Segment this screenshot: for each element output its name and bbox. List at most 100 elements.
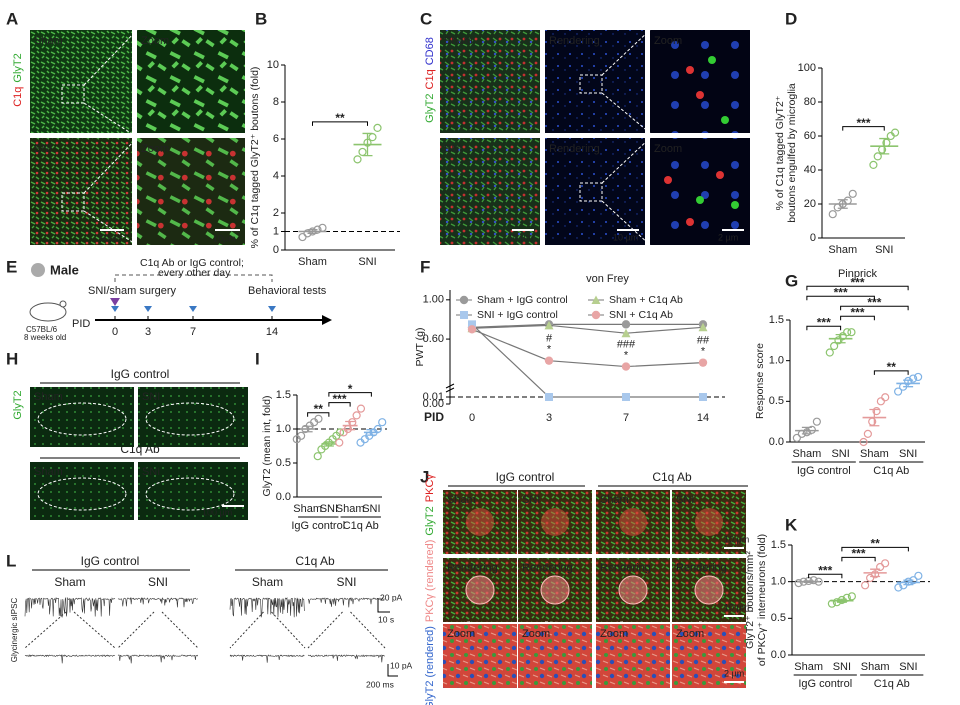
stain-label: C1q bbox=[424, 69, 436, 89]
annotation: * bbox=[547, 344, 552, 356]
y-tick-label: 1.5 bbox=[771, 539, 786, 551]
tile-label: SNI bbox=[676, 494, 694, 506]
zoom-guide bbox=[24, 611, 116, 649]
data-point bbox=[909, 374, 918, 383]
panel-label: D bbox=[785, 9, 797, 28]
scale-bar-label: 2 µm bbox=[724, 668, 744, 678]
image-tile bbox=[650, 138, 750, 245]
x-tick-label: SNI bbox=[320, 503, 338, 515]
image-tile bbox=[545, 30, 645, 133]
condition-label: SNI bbox=[336, 575, 356, 589]
x-axis-label: PID bbox=[424, 410, 444, 424]
significance-bracket bbox=[806, 295, 875, 301]
series-line bbox=[471, 323, 703, 398]
series-line bbox=[471, 323, 703, 328]
data-point bbox=[544, 320, 554, 330]
data-point bbox=[467, 325, 477, 334]
tile-label: Rendering bbox=[549, 143, 600, 155]
error-bar bbox=[837, 199, 848, 209]
image-tile bbox=[443, 624, 517, 688]
data-point bbox=[335, 438, 344, 447]
x-tick-label: 0 bbox=[469, 412, 475, 424]
current-trace bbox=[117, 596, 198, 608]
y-tick-label: 1.5 bbox=[769, 314, 784, 326]
zoom-guide bbox=[698, 621, 747, 625]
annotation: * bbox=[701, 346, 706, 358]
legend-label: SNI + C1q Ab bbox=[609, 309, 673, 321]
error-bar bbox=[870, 568, 881, 578]
data-point bbox=[812, 417, 821, 426]
y-axis-label: % of C1q tagged GlyT2⁺ bbox=[774, 95, 786, 210]
rendered-spot bbox=[721, 116, 729, 124]
zoom-guide bbox=[595, 621, 624, 625]
data-point bbox=[873, 152, 882, 161]
stain-legend: GlyT2 (rendered) PKCγ (rendered) GlyT2 PKCγ bbox=[424, 474, 436, 705]
group-label: IgG control bbox=[798, 678, 852, 690]
data-point bbox=[297, 431, 306, 440]
tile-label: Sham bbox=[444, 35, 473, 47]
data-point bbox=[833, 203, 842, 212]
scale-bar-label: 20 pA bbox=[380, 592, 403, 602]
data-point bbox=[621, 328, 631, 338]
data-point bbox=[335, 428, 345, 437]
tile-label: Sham bbox=[600, 494, 629, 506]
significance-label: *** bbox=[332, 392, 346, 406]
data-point bbox=[914, 372, 923, 382]
x-tick-label: Sham bbox=[293, 503, 322, 515]
image-tile bbox=[672, 624, 746, 688]
data-point bbox=[834, 336, 843, 345]
data-point bbox=[314, 414, 323, 423]
image-tile bbox=[138, 387, 248, 447]
treatment-label: C1q Ab or IgG control; bbox=[140, 257, 244, 269]
error-bar bbox=[323, 441, 334, 447]
y-tick-label: 1.0 bbox=[276, 423, 291, 435]
significance-label: * bbox=[348, 382, 353, 396]
y-axis-label: GlyT2⁺ boutons/mm² bbox=[744, 551, 756, 649]
data-point bbox=[792, 433, 801, 443]
y-tick-label: 1.5 bbox=[276, 389, 291, 401]
tile-label: SNI bbox=[444, 143, 462, 155]
x-tick-label: Sham bbox=[860, 448, 889, 460]
zoom-guide bbox=[307, 611, 386, 649]
scale-bar-label: 200 ms bbox=[366, 679, 394, 689]
cell-outline bbox=[540, 575, 570, 605]
data-point bbox=[838, 332, 847, 341]
x-tick-label: Sham bbox=[861, 661, 890, 673]
x-tick-label: SNI bbox=[899, 661, 917, 673]
y-tick-label: 0 bbox=[273, 244, 279, 256]
injection-marker bbox=[268, 306, 276, 312]
significance-label: ** bbox=[314, 402, 324, 416]
tile-label: Rendering bbox=[549, 35, 600, 47]
axis-label: PID bbox=[72, 318, 90, 330]
group-label: IgG control bbox=[291, 520, 345, 532]
panel-label: J bbox=[420, 467, 429, 486]
image-tile bbox=[440, 30, 540, 133]
cell-outline bbox=[694, 575, 724, 605]
legend-label: Sham + IgG control bbox=[477, 294, 568, 306]
zoom-guide bbox=[601, 137, 651, 184]
x-tick-label: 3 bbox=[546, 412, 552, 424]
y-tick-label: 0.5 bbox=[276, 457, 291, 469]
y-tick-label: 0.0 bbox=[769, 436, 784, 448]
panel-label: A bbox=[6, 9, 18, 28]
rendered-spot bbox=[664, 176, 672, 184]
data-point bbox=[699, 393, 707, 401]
significance-bracket bbox=[328, 392, 372, 397]
trace-label: Glycinergic sIPSC bbox=[10, 598, 19, 663]
error-bar bbox=[903, 579, 914, 586]
scale-bar-label: 10 µm bbox=[613, 232, 638, 242]
y-axis-label: of PKCγ⁺ interneurons (fold) bbox=[756, 534, 768, 666]
group-label: C1q Ab bbox=[873, 465, 909, 477]
annotation: ## bbox=[697, 335, 710, 347]
panel-label: F bbox=[420, 257, 430, 276]
annotation: * bbox=[624, 349, 629, 361]
rendered-spot bbox=[696, 196, 704, 204]
legend-marker bbox=[591, 310, 601, 320]
x-tick-label: SNI bbox=[358, 256, 376, 268]
current-trace bbox=[117, 654, 199, 664]
y-tick-label: 0.00 bbox=[423, 398, 444, 410]
tile-label: Zoom bbox=[676, 628, 704, 640]
panel-label: G bbox=[785, 271, 798, 290]
y-tick-label: 0.0 bbox=[276, 491, 291, 503]
